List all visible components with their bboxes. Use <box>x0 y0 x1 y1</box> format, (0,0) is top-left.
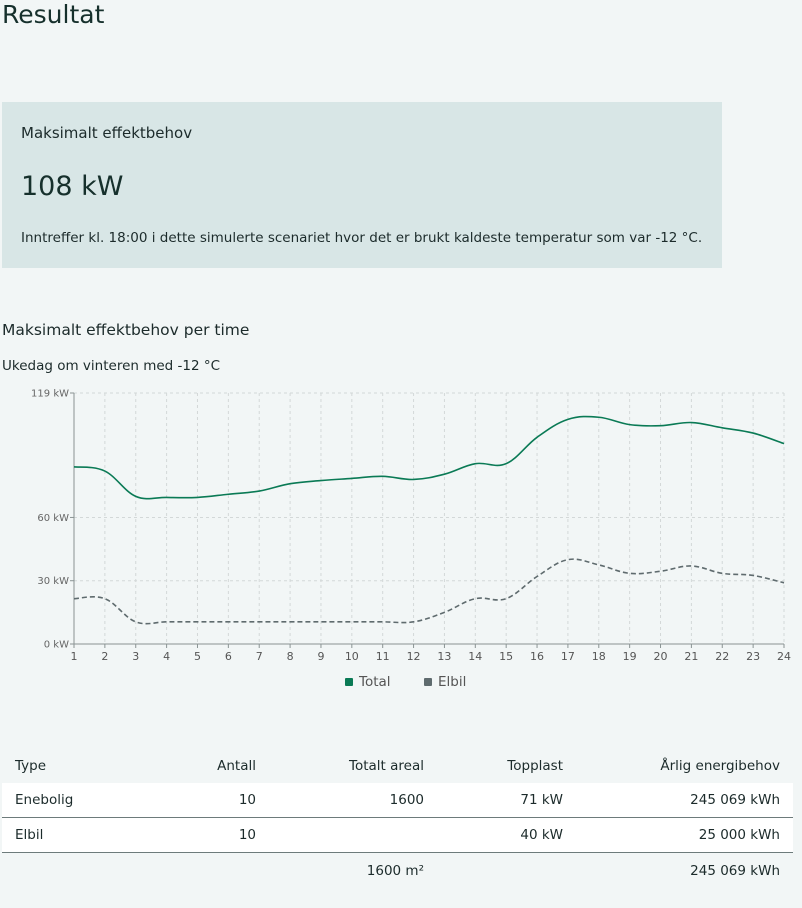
y-tick-label: 0 kW <box>44 640 69 651</box>
table-header-row: Type Antall Totalt areal Topplast Årlig … <box>2 749 793 783</box>
y-tick-label: 30 kW <box>37 576 69 587</box>
legend-swatch-elbil <box>424 678 432 686</box>
x-tick-label: 6 <box>225 650 232 663</box>
x-tick-label: 10 <box>345 650 359 663</box>
x-tick-label: 15 <box>499 650 513 663</box>
cell-energi: 245 069 kWh <box>576 783 793 818</box>
chart-subtitle: Ukedag om vinteren med -12 °C <box>2 358 221 374</box>
y-tick-label: 60 kW <box>37 513 69 524</box>
series-line-elbil <box>73 558 785 625</box>
cell-type: Elbil <box>2 817 160 853</box>
legend-swatch-total <box>345 678 353 686</box>
x-tick-label: 21 <box>684 650 698 663</box>
column-header-topplast: Topplast <box>507 758 563 774</box>
x-tick-label: 12 <box>407 650 421 663</box>
cell-areal <box>269 817 437 853</box>
legend-label-elbil: Elbil <box>438 674 467 690</box>
max-power-value: 108 kW <box>21 171 124 202</box>
legend-item-total[interactable]: Total <box>345 674 391 690</box>
column-header-antall: Antall <box>217 758 256 774</box>
footer-total-areal: 1600 m² <box>366 863 424 879</box>
x-tick-label: 17 <box>561 650 575 663</box>
max-power-card: Maksimalt effektbehov 108 kW Inntreffer … <box>2 102 722 268</box>
table-footer-row: 1600 m² 245 069 kWh <box>2 853 793 890</box>
max-power-label: Maksimalt effektbehov <box>21 124 193 142</box>
x-tick-label: 4 <box>163 650 170 663</box>
table-row: Enebolig 10 1600 71 kW 245 069 kWh <box>2 783 793 818</box>
column-header-areal: Totalt areal <box>349 758 424 774</box>
cell-type: Enebolig <box>2 783 160 818</box>
x-tick-label: 7 <box>256 650 263 663</box>
x-tick-label: 24 <box>777 650 791 663</box>
cell-antall: 10 <box>160 783 269 818</box>
chart-legend: Total Elbil <box>0 674 802 692</box>
chart-title: Maksimalt effektbehov per time <box>2 321 250 339</box>
footer-cell-antall <box>160 853 269 890</box>
column-header-energi: Årlig energibehov <box>660 758 780 774</box>
legend-label-total: Total <box>359 674 391 690</box>
footer-total-energi: 245 069 kWh <box>690 863 780 879</box>
table-row: Elbil 10 40 kW 25 000 kWh <box>2 817 793 853</box>
x-tick-label: 8 <box>287 650 294 663</box>
x-tick-label: 11 <box>376 650 390 663</box>
cell-topplast: 71 kW <box>437 783 576 818</box>
cell-energi: 25 000 kWh <box>576 817 793 853</box>
result-table: Type Antall Totalt areal Topplast Årlig … <box>2 749 793 889</box>
column-header-type: Type <box>15 758 47 774</box>
x-tick-label: 19 <box>623 650 637 663</box>
x-tick-label: 9 <box>317 650 324 663</box>
x-tick-label: 3 <box>132 650 139 663</box>
x-tick-label: 23 <box>746 650 760 663</box>
footer-cell-topplast <box>437 853 576 890</box>
x-tick-label: 1 <box>71 650 78 663</box>
x-tick-label: 2 <box>101 650 108 663</box>
x-tick-label: 5 <box>194 650 201 663</box>
series-line-total <box>73 415 785 500</box>
cell-topplast: 40 kW <box>437 817 576 853</box>
cell-areal: 1600 <box>269 783 437 818</box>
footer-cell-type <box>2 853 160 890</box>
x-tick-label: 13 <box>437 650 451 663</box>
x-tick-label: 18 <box>592 650 606 663</box>
x-tick-label: 22 <box>715 650 729 663</box>
page-title: Resultat <box>2 0 105 29</box>
x-tick-label: 14 <box>468 650 482 663</box>
cell-antall: 10 <box>160 817 269 853</box>
legend-item-elbil[interactable]: Elbil <box>424 674 466 690</box>
x-tick-label: 16 <box>530 650 544 663</box>
max-power-note: Inntreffer kl. 18:00 i dette simulerte s… <box>21 230 703 246</box>
x-tick-label: 20 <box>654 650 668 663</box>
y-tick-label: 119 kW <box>31 389 69 400</box>
